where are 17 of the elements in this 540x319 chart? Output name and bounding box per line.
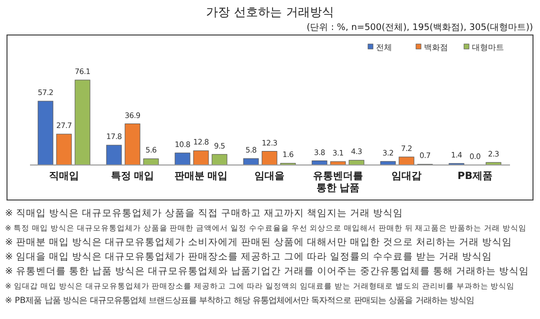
x-tick-label: 임대을 <box>254 171 284 182</box>
x-tick-label: 직매입 <box>49 171 79 182</box>
text: ※ 임대을 매입 방식은 대규모유통업체가 판매장소를 제공하고 그에 따라 일정률의 수수료를 받는 거래 방식임 <box>5 252 492 262</box>
chart-title: 가장 선호하는 거래방식 <box>206 5 334 19</box>
x-tick-label: 특정 매입 <box>110 171 154 182</box>
text: ※ PB제품 납품 방식은 대규모유통업체 브랜드상표를 부착하고 해당 유통업체에서만 독자적으로 판매되는 상품을 거래하는 방식임 <box>5 295 474 305</box>
legend-label: 백화점 <box>424 43 448 52</box>
text: ※ 판매분 매입 방식은 대규모유통업체가 소비자에게 판매된 상품에 대해서만 매입한 것으로 처리하는 거래 방식임 <box>5 237 512 248</box>
text: ※ 유통벤더를 통한 납품 방식은 대규모유통업체와 납품기업간 거래를 이어주는 중간유통업체를 통해 거래하는 방식임 <box>5 266 530 277</box>
x-tick-label: 판매분 매입 <box>174 171 228 182</box>
text: ※ 직매입 방식은 대규모유통업체가 상품을 직접 구매하고 재고까지 책임지는 거래 방식임 <box>5 208 404 219</box>
x-tick-label: PB제품 <box>458 171 492 182</box>
legend-label: 대형마트 <box>472 43 504 52</box>
chart-subtitle: (단위 : %, n=500(전체), 195(백화점), 305(대형마트)) <box>306 23 533 33</box>
x-tick-label: 유통벤더를 통한 납품 <box>313 171 363 194</box>
legend-label: 전체 <box>376 43 392 52</box>
x-tick-label: 임대갑 <box>392 171 422 182</box>
